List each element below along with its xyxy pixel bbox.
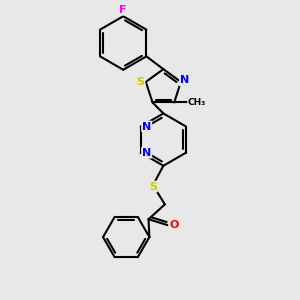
Text: S: S — [136, 77, 145, 87]
Text: O: O — [169, 220, 178, 230]
Text: N: N — [142, 122, 151, 131]
Text: N: N — [180, 75, 189, 85]
Text: F: F — [119, 5, 127, 15]
Text: N: N — [142, 148, 151, 158]
Text: S: S — [149, 182, 157, 192]
Text: CH₃: CH₃ — [188, 98, 206, 107]
